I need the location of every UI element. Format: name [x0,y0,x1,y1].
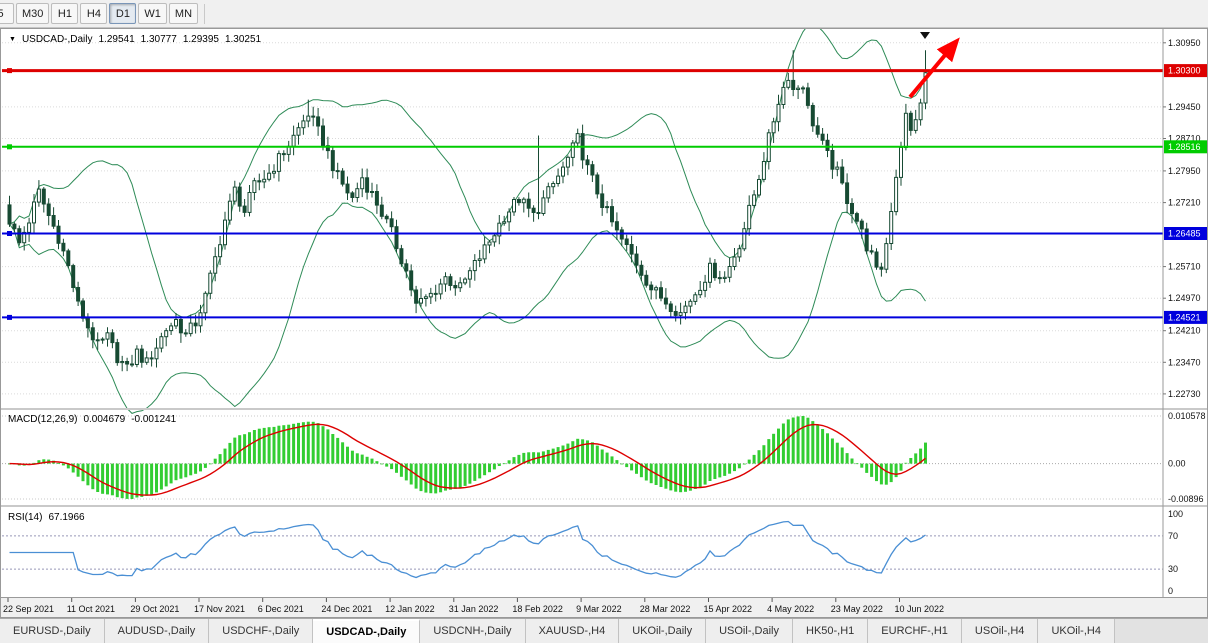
macd-label: MACD(12,26,9) [8,414,78,425]
chart-canvas-holder: 1.30950 1.29450 1.28710 1.27950 1.27210 1.257… [0,23,1208,618]
svg-text:1.24210: 1.24210 [1168,326,1201,336]
svg-text:22 Sep 2021: 22 Sep 2021 [3,604,54,614]
chart-canvas[interactable]: 1.30950 1.29450 1.28710 1.27950 1.27210 1.257… [0,23,1208,618]
svg-text:1.28516: 1.28516 [1168,142,1201,152]
svg-text:0.00: 0.00 [1168,459,1186,469]
macd-main-value: 0.004679 [83,414,126,425]
svg-text:15 Apr 2022: 15 Apr 2022 [704,604,753,614]
horizontal-line-1.26485[interactable] [2,231,1163,236]
toolbar-separator [204,3,206,24]
date-axis[interactable]: 22 Sep 2021 11 Oct 2021 29 Oct 2021 17 Nov … [3,598,944,614]
svg-text:9 Mar 2022: 9 Mar 2022 [576,604,622,614]
svg-text:11 Oct 2021: 11 Oct 2021 [67,604,115,614]
svg-text:1.23470: 1.23470 [1168,357,1201,367]
ohlc-low-value: 1.29395 [182,34,219,45]
svg-text:0: 0 [1168,586,1173,596]
timeframe-button-m30[interactable]: M30 [16,3,50,24]
macd-histogram [8,416,927,499]
svg-text:1.22730: 1.22730 [1168,389,1201,399]
chart-tab-hk50-h1[interactable]: HK50-,H1 [793,619,869,643]
chart-tab-xauusd-h4[interactable]: XAUUSD-,H4 [525,619,620,643]
date-axis-background [0,598,1208,618]
svg-text:1.25710: 1.25710 [1168,262,1201,272]
svg-text:1.30950: 1.30950 [1168,38,1201,48]
timeframe-toolbar: 5M30H1H4D1W1MN [0,0,1208,28]
chart-tab-eurusd-daily[interactable]: EURUSD-,Daily [0,619,105,643]
timeframe-button-h1[interactable]: H1 [51,3,79,24]
candles-series [7,50,928,372]
rsi-panel[interactable] [2,520,1163,579]
svg-text:100: 100 [1168,509,1183,519]
svg-text:23 May 2022: 23 May 2022 [831,604,883,614]
timeframe-button-mn[interactable]: MN [168,3,199,24]
horizontal-line-1.24521[interactable] [2,314,1163,320]
trend-arrow-annotation[interactable] [908,37,960,99]
chart-tab-ukoil-h4[interactable]: UKOil-,H4 [1038,619,1115,643]
svg-text:31 Jan 2022: 31 Jan 2022 [449,604,499,614]
svg-text:70: 70 [1168,531,1178,541]
ohlc-high-value: 1.30777 [140,34,177,45]
macd-signal-value: -0.001241 [131,414,177,425]
timeframe-button-w1[interactable]: W1 [138,3,167,24]
svg-text:4 May 2022: 4 May 2022 [767,604,814,614]
chart-symbol-label: USDCAD-,Daily [21,34,93,45]
chart-tab-usdchf-daily[interactable]: USDCHF-,Daily [209,619,314,643]
timeframe-button-5[interactable]: 5 [0,3,14,24]
ohlc-open-value: 1.29541 [98,34,135,45]
svg-text:1.28710: 1.28710 [1168,134,1201,144]
rsi-line [9,520,926,579]
chart-tab-ukoil-daily[interactable]: UKOil-,Daily [619,619,707,643]
svg-text:12 Jan 2022: 12 Jan 2022 [385,604,435,614]
chart-tab-eurchf-h1[interactable]: EURCHF-,H1 [868,619,962,643]
chart-tab-audusd-daily[interactable]: AUDUSD-,Daily [104,619,210,643]
svg-text:1.29450: 1.29450 [1168,102,1201,112]
chart-tab-usoil-daily[interactable]: USOil-,Daily [706,619,793,643]
chart-tab-usdcad-daily[interactable]: USDCAD-,Daily [313,619,421,643]
svg-text:6 Dec 2021: 6 Dec 2021 [258,604,304,614]
svg-text:18 Feb 2022: 18 Feb 2022 [512,604,563,614]
chart-window: 1.30950 1.29450 1.28710 1.27950 1.27210 1.257… [0,23,1208,618]
timeframe-button-h4[interactable]: H4 [80,3,108,24]
rsi-value: 67.1966 [48,512,85,523]
price-line-label [1164,310,1208,324]
chart-ohlc-readout: ▼ USDCAD-,Daily 1.29541 1.30777 1.29395 … [9,34,261,45]
chart-tab-bar: EURUSD-,Daily AUDUSD-,Daily USDCHF-,Daily U… [0,618,1208,643]
rsi-label: RSI(14) [8,512,43,523]
bollinger-bands [9,23,926,414]
svg-text:-0.00896: -0.00896 [1168,494,1204,504]
price-axis[interactable]: 1.30950 1.29450 1.28710 1.27950 1.27210 1.257… [1162,28,1208,598]
svg-text:24 Dec 2021: 24 Dec 2021 [321,604,372,614]
svg-text:0.010578: 0.010578 [1168,411,1206,421]
svg-text:10 Jun 2022: 10 Jun 2022 [895,604,945,614]
rsi-indicator-readout: RSI(14) 67.1966 [8,512,85,523]
top-marker-icon [920,32,930,39]
macd-indicator-readout: MACD(12,26,9) 0.004679 -0.001241 [8,414,176,425]
macd-signal-line [9,423,926,496]
timeframe-button-d1[interactable]: D1 [109,3,137,24]
horizontal-line-1.28516[interactable] [2,144,1163,150]
price-line-label [1164,140,1208,154]
chart-tab-usdcnh-daily[interactable]: USDCNH-,Daily [420,619,526,643]
chart-tab-usoil-h4[interactable]: USOil-,H4 [961,619,1039,643]
svg-text:1.26485: 1.26485 [1168,229,1201,239]
panel-splitter[interactable] [0,505,1208,507]
main-chart-panel[interactable] [2,23,1163,414]
svg-text:29 Oct 2021: 29 Oct 2021 [130,604,179,614]
svg-text:1.27950: 1.27950 [1168,166,1201,176]
panel-splitter[interactable] [0,408,1208,410]
svg-text:30: 30 [1168,564,1178,574]
svg-text:17 Nov 2021: 17 Nov 2021 [194,604,245,614]
price-line-label [1164,64,1208,78]
symbol-dropdown-icon[interactable]: ▼ [9,35,16,43]
horizontal-line-1.30300[interactable] [2,68,1163,74]
svg-text:1.27210: 1.27210 [1168,198,1201,208]
price-line-label [1164,227,1208,240]
svg-text:1.24970: 1.24970 [1168,293,1201,303]
svg-text:1.30300: 1.30300 [1168,66,1201,76]
ohlc-close-value: 1.30251 [224,34,262,45]
svg-text:1.24521: 1.24521 [1168,312,1201,322]
macd-panel[interactable] [2,415,1163,500]
svg-text:28 Mar 2022: 28 Mar 2022 [640,604,691,614]
